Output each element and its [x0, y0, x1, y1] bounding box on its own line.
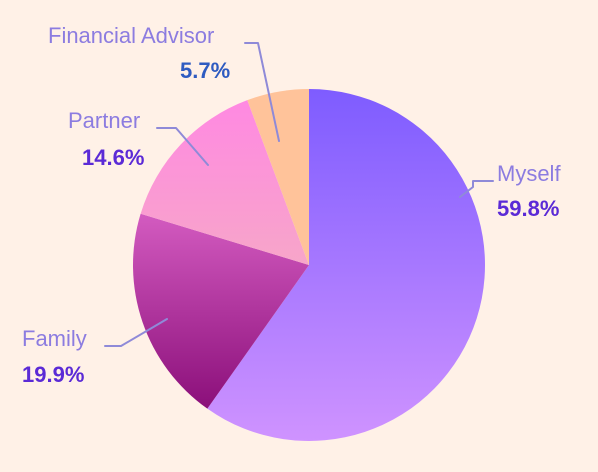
pie-slice-myself	[207, 89, 485, 441]
slice-value-family: 19.9%	[22, 362, 84, 387]
pie-slice-family	[132, 213, 309, 409]
slice-label-myself: Myself	[497, 161, 561, 186]
pie-labels: Myself 59.8% Family 19.9% Partner 14.6% Financ…	[22, 23, 561, 387]
pie-slice-financial-advisor	[247, 89, 309, 265]
leader-line-family	[104, 318, 168, 347]
slice-label-partner: Partner	[68, 108, 140, 133]
leader-line-partner	[156, 127, 209, 166]
slice-value-partner: 14.6%	[82, 145, 144, 170]
slice-value-myself: 59.8%	[497, 196, 559, 221]
slice-label-family: Family	[22, 326, 87, 351]
slice-value-financial-advisor: 5.7%	[180, 58, 230, 83]
leader-line-myself	[459, 180, 494, 198]
slice-label-financial-advisor: Financial Advisor	[48, 23, 214, 48]
leader-line-financial-advisor	[244, 42, 280, 142]
pie-slices	[132, 89, 485, 441]
pie-slice-partner	[140, 100, 309, 265]
